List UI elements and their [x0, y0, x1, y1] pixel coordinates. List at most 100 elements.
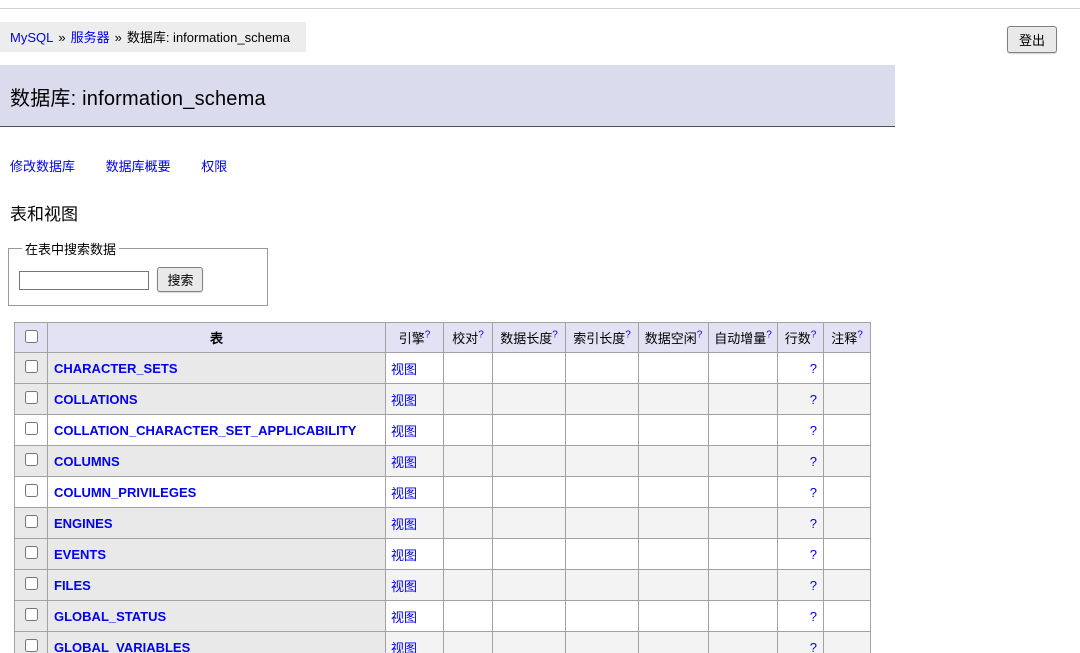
view-link[interactable]: 视图 [391, 547, 418, 563]
data-length-cell [492, 631, 566, 653]
auto-increment-cell [708, 600, 778, 632]
view-link[interactable]: 视图 [391, 485, 418, 501]
rows-count-help-link[interactable]: ? [809, 360, 817, 376]
breadcrumb-link-mysql[interactable]: MySQL [10, 30, 54, 45]
rows-count-help-link[interactable]: ? [809, 639, 817, 653]
table-name-link[interactable]: COLUMN_PRIVILEGES [54, 484, 197, 500]
table-row: GLOBAL_STATUS 视图? [14, 600, 871, 632]
check-all-checkbox[interactable] [24, 329, 38, 343]
column-header-label: 数据长度 [500, 331, 553, 346]
row-checkbox[interactable] [24, 639, 38, 652]
view-link[interactable]: 视图 [391, 578, 418, 594]
page-title: 数据库: information_schema [0, 65, 895, 127]
column-help-icon[interactable]: ? [552, 329, 558, 341]
table-name-link[interactable]: GLOBAL_STATUS [54, 608, 167, 624]
row-checkbox-cell [14, 414, 48, 446]
column-help-icon[interactable]: ? [478, 329, 484, 341]
table-row: ENGINES 视图? [14, 507, 871, 539]
view-link[interactable]: 视图 [391, 454, 418, 470]
row-checkbox[interactable] [24, 453, 38, 466]
table-name-link[interactable]: ENGINES [54, 515, 113, 531]
table-name-cell: ENGINES [47, 507, 386, 539]
row-checkbox[interactable] [24, 577, 38, 590]
breadcrumb-link-server[interactable]: 服务器 [70, 30, 110, 45]
rows-count-help-link[interactable]: ? [809, 484, 817, 500]
column-header: 数据长度? [492, 322, 566, 353]
table-name-link[interactable]: COLUMNS [54, 453, 120, 469]
view-link[interactable]: 视图 [391, 361, 418, 377]
row-checkbox-cell [14, 631, 48, 653]
data-length-cell [492, 352, 566, 384]
table-name-link[interactable]: FILES [54, 577, 91, 593]
rows-count-cell: ? [777, 538, 824, 570]
column-help-icon[interactable]: ? [424, 329, 431, 341]
index-length-cell [565, 383, 639, 415]
column-header: 表 [47, 322, 386, 353]
row-checkbox-cell [14, 600, 48, 632]
table-name-link[interactable]: CHARACTER_SETS [54, 360, 178, 376]
breadcrumb-current-database: 数据库: information_schema [126, 30, 291, 45]
rows-count-help-link[interactable]: ? [809, 422, 817, 438]
auto-increment-cell [708, 352, 778, 384]
index-length-cell [565, 600, 639, 632]
comment-cell [823, 569, 871, 601]
engine-cell: 视图 [385, 445, 444, 477]
index-length-cell [565, 631, 639, 653]
rows-count-help-link[interactable]: ? [809, 453, 817, 469]
row-checkbox[interactable] [24, 515, 38, 528]
table-name-link[interactable]: COLLATION_CHARACTER_SET_APPLICABILITY [54, 422, 357, 438]
rows-count-help-link[interactable]: ? [809, 546, 817, 562]
comment-cell [823, 631, 871, 653]
column-help-icon[interactable]: ? [857, 329, 863, 341]
column-header: 索引长度? [565, 322, 639, 353]
row-checkbox[interactable] [24, 360, 38, 373]
link-modify-database[interactable]: 修改数据库 [10, 159, 76, 174]
search-button[interactable]: 搜索 [157, 267, 204, 292]
view-link[interactable]: 视图 [391, 516, 418, 532]
column-help-icon[interactable]: ? [696, 329, 703, 341]
data-free-cell [638, 631, 709, 653]
link-database-overview[interactable]: 数据库概要 [105, 159, 171, 174]
engine-cell: 视图 [385, 507, 444, 539]
column-help-icon[interactable]: ? [810, 329, 817, 341]
row-checkbox[interactable] [24, 608, 38, 621]
view-link[interactable]: 视图 [391, 609, 418, 625]
search-input[interactable] [19, 271, 149, 290]
rows-count-help-link[interactable]: ? [809, 515, 817, 531]
engine-cell: 视图 [385, 476, 444, 508]
data-length-cell [492, 383, 566, 415]
row-checkbox[interactable] [24, 391, 38, 404]
row-checkbox[interactable] [24, 422, 38, 435]
logout-button[interactable]: 登出 [1006, 26, 1057, 53]
engine-cell: 视图 [385, 600, 444, 632]
table-name-cell: GLOBAL_VARIABLES [47, 631, 386, 653]
column-header-label: 校对 [452, 331, 479, 346]
view-link[interactable]: 视图 [391, 640, 418, 653]
rows-count-help-link[interactable]: ? [809, 608, 817, 624]
view-link[interactable]: 视图 [391, 392, 418, 408]
link-privileges[interactable]: 权限 [201, 159, 228, 174]
collation-cell [443, 414, 493, 446]
column-help-icon[interactable]: ? [766, 329, 772, 341]
rows-count-help-link[interactable]: ? [809, 391, 817, 407]
column-help-icon[interactable]: ? [625, 329, 631, 341]
data-free-cell [638, 569, 709, 601]
row-checkbox-cell [14, 352, 48, 384]
comment-cell [823, 445, 871, 477]
rows-count-help-link[interactable]: ? [809, 577, 817, 593]
comment-cell [823, 507, 871, 539]
comment-cell [823, 414, 871, 446]
table-row: COLUMNS 视图? [14, 445, 871, 477]
column-header-label: 自动增量 [714, 331, 767, 346]
table-name-link[interactable]: COLLATIONS [54, 391, 138, 407]
table-name-link[interactable]: GLOBAL_VARIABLES [54, 639, 191, 653]
row-checkbox[interactable] [24, 484, 38, 497]
index-length-cell [565, 352, 639, 384]
data-free-cell [638, 352, 709, 384]
rows-count-cell: ? [777, 600, 824, 632]
auto-increment-cell [708, 507, 778, 539]
view-link[interactable]: 视图 [391, 423, 418, 439]
auto-increment-cell [708, 414, 778, 446]
table-name-link[interactable]: EVENTS [54, 546, 107, 562]
row-checkbox[interactable] [24, 546, 38, 559]
